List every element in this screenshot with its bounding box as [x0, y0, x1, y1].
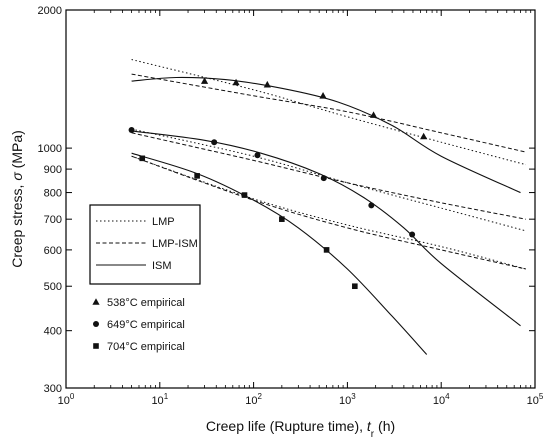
series-2-lmp-curve	[131, 128, 527, 232]
series-1-point	[319, 92, 327, 99]
x-tick-label: 105	[527, 392, 544, 407]
series-1-point	[369, 111, 378, 118]
y-tick-label: 400	[44, 326, 62, 338]
series-3-point	[194, 173, 200, 179]
series-1-lmp-ism-curve	[131, 73, 527, 153]
series-2-point	[128, 127, 135, 134]
y-tick-label: 500	[44, 281, 62, 293]
x-tick-label: 102	[245, 392, 262, 407]
series-1-point	[420, 132, 428, 140]
y-tick-label: 2000	[38, 5, 62, 17]
series-3-lmp-ism-curve	[131, 155, 527, 270]
y-tick-label: 800	[44, 188, 62, 200]
y-tick-label: 900	[44, 164, 62, 176]
y-tick-label: 1000	[38, 143, 62, 155]
x-axis-label: Creep life (Rupture time), tr (h)	[206, 418, 395, 440]
series-3-lmp-curve	[131, 155, 527, 270]
legend-marker-label: 704°C empirical	[107, 341, 185, 353]
series-3-point	[279, 216, 285, 222]
plot-frame	[65, 9, 536, 389]
y-tick-label: 700	[44, 214, 62, 226]
series-1-ism-curve	[131, 76, 521, 194]
series-1-lmp-curve	[131, 59, 527, 166]
series-2-point	[254, 152, 261, 159]
legend-marker-label: 649°C empirical	[107, 319, 185, 331]
series-2-point	[368, 202, 375, 209]
x-tick-label: 100	[58, 392, 75, 407]
series-3-point	[241, 192, 248, 198]
series-2-point	[320, 175, 327, 182]
series-2-lmp-ism-curve	[131, 132, 526, 220]
x-tick-label: 103	[339, 392, 356, 407]
series-2-point	[211, 139, 218, 146]
legend-line-label: LMP	[152, 216, 175, 228]
x-tick-label: 104	[433, 392, 450, 407]
legend-marker-swatch	[93, 343, 99, 349]
legend-marker-label: 538°C empirical	[107, 297, 185, 309]
legend-marker-swatch	[92, 298, 100, 305]
series-2-ism-curve	[131, 130, 521, 327]
legend-line-label: ISM	[152, 260, 172, 272]
legend: LMP LMP-ISM ISM 538°C empirical 649°C empiri…	[89, 204, 201, 353]
y-tick-label: 300	[44, 383, 62, 395]
series-1-point	[232, 78, 240, 86]
series-1-point	[263, 80, 271, 88]
y-tick-label: 600	[44, 245, 62, 257]
ticks-layer: 100 101 102 103 104 105 2000 1000 900 800 700 600 50…	[38, 5, 544, 407]
x-tick-label: 101	[151, 392, 168, 407]
series-1-point	[200, 77, 209, 84]
series-layer	[128, 59, 527, 355]
legend-marker-swatch	[93, 321, 99, 327]
series-3-point	[352, 283, 358, 290]
series-3-point	[139, 155, 146, 162]
series-2-point	[409, 231, 416, 238]
y-axis-label: Creep stress, σ (MPa)	[9, 130, 25, 268]
legend-box	[89, 204, 201, 285]
legend-line-label: LMP-ISM	[152, 238, 198, 250]
series-3-point	[323, 247, 330, 253]
